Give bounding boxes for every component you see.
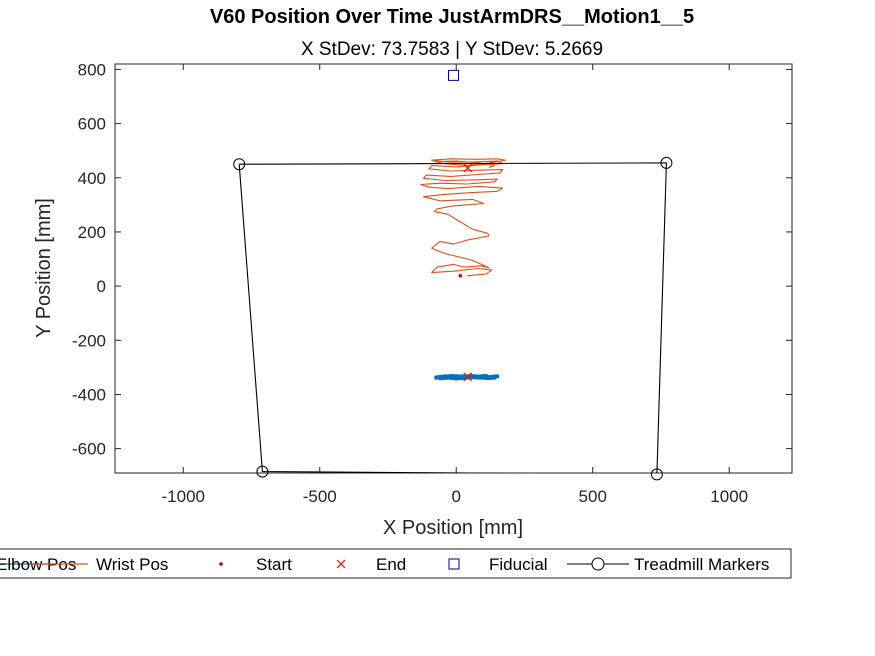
legend-label-wrist-pos: Wrist Pos [96, 555, 168, 574]
x-tick-label: 1000 [710, 487, 748, 506]
end-marker [463, 372, 473, 382]
y-tick-label: -600 [72, 440, 106, 459]
x-tick-label: -500 [303, 487, 337, 506]
y-tick-label: -200 [72, 331, 106, 350]
x-tick-label: 0 [451, 487, 460, 506]
legend-box [0, 548, 792, 579]
treadmill-markers-marker [650, 468, 663, 481]
y-tick-label: -400 [72, 385, 106, 404]
legend-swatch-treadmill-markers-marker [591, 557, 605, 571]
x-axis-label: X Position [mm] [383, 517, 523, 539]
end-marker [463, 163, 473, 173]
treadmill-markers-line [238, 162, 667, 473]
y-tick-label: 0 [97, 277, 106, 296]
legend-label-fiducial: Fiducial [489, 555, 548, 574]
y-tick-label: 800 [78, 60, 106, 79]
x-tick-label: 500 [579, 487, 607, 506]
y-tick-label: 400 [78, 169, 106, 188]
plot-area: -1000 -500 0 500 1000 -600 -400 -200 0 200 400 600 8… [72, 60, 793, 506]
legend-swatch-end [336, 559, 346, 569]
treadmill-markers-marker [256, 465, 269, 478]
chart-subtitle: X StDev: 73.7583 | Y StDev: 5.2669 [301, 39, 603, 60]
treadmill-markers-marker [660, 156, 673, 169]
legend-swatch-start [219, 562, 223, 566]
y-tick-label: 200 [78, 223, 106, 242]
y-axis-label: Y Position [mm] [33, 198, 55, 338]
legend-label-treadmill-markers: Treadmill Markers [634, 555, 769, 574]
axes-box [114, 63, 793, 474]
legend-label-end: End [376, 555, 406, 574]
legend-label-start: Start [256, 555, 292, 574]
treadmill-markers-marker [233, 158, 246, 171]
legend-swatch-fiducial [448, 558, 460, 570]
legend: Elbow Pos Wrist Pos Start End Fiducial Treadm… [0, 548, 792, 579]
start-marker [458, 274, 463, 278]
y-tick-label: 600 [78, 115, 106, 134]
x-tick-label: -1000 [162, 487, 205, 506]
fiducial-marker [448, 69, 459, 81]
chart-title: V60 Position Over Time JustArmDRS__Motio… [210, 6, 694, 28]
wrist-pos-line [420, 158, 506, 277]
